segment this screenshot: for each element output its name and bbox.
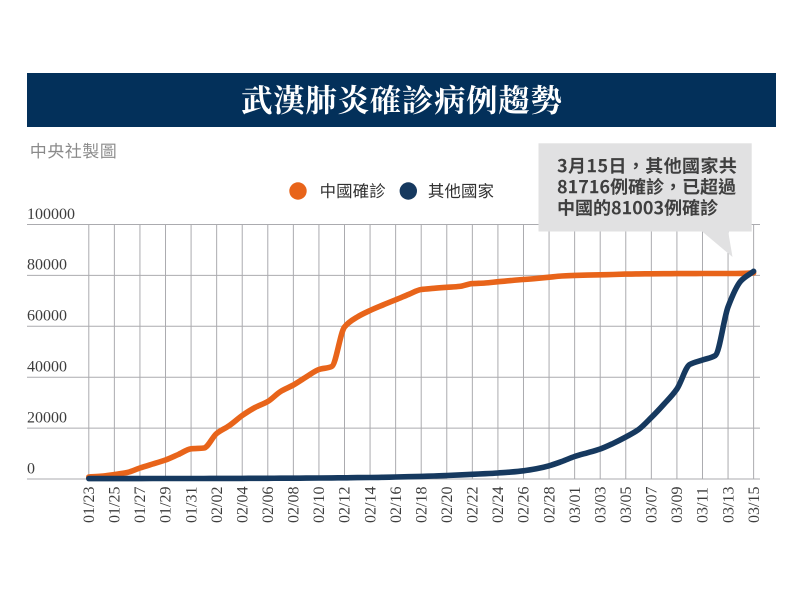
svg-text:02/24: 02/24	[490, 487, 507, 523]
svg-text:80000: 80000	[27, 257, 67, 274]
svg-text:02/22: 02/22	[465, 487, 482, 523]
svg-text:02/16: 02/16	[388, 487, 405, 523]
svg-text:01/27: 01/27	[132, 487, 149, 523]
svg-text:02/26: 02/26	[516, 487, 533, 523]
svg-text:03/07: 03/07	[644, 487, 661, 523]
svg-text:02/02: 02/02	[209, 487, 226, 523]
svg-text:03/13: 03/13	[720, 487, 737, 523]
svg-text:20000: 20000	[27, 409, 67, 426]
svg-text:03/15: 03/15	[746, 487, 763, 523]
svg-text:03/09: 03/09	[669, 487, 686, 523]
svg-text:02/18: 02/18	[413, 487, 430, 523]
svg-text:100000: 100000	[27, 206, 75, 223]
svg-text:02/10: 02/10	[311, 487, 328, 523]
svg-text:60000: 60000	[27, 308, 67, 325]
svg-text:02/06: 02/06	[260, 487, 277, 523]
svg-text:02/04: 02/04	[234, 487, 251, 523]
svg-text:01/25: 01/25	[107, 487, 124, 523]
svg-text:03/05: 03/05	[618, 487, 635, 523]
svg-text:03/01: 03/01	[567, 487, 584, 523]
svg-text:40000: 40000	[27, 359, 67, 376]
svg-text:03/11: 03/11	[695, 487, 712, 523]
svg-text:02/28: 02/28	[541, 487, 558, 523]
svg-text:02/20: 02/20	[439, 487, 456, 523]
svg-text:03/03: 03/03	[592, 487, 609, 523]
svg-text:02/12: 02/12	[337, 487, 354, 523]
svg-text:0: 0	[27, 460, 35, 477]
svg-text:01/29: 01/29	[158, 487, 175, 523]
svg-text:01/23: 01/23	[81, 487, 98, 523]
svg-text:02/14: 02/14	[362, 487, 379, 523]
svg-text:01/31: 01/31	[183, 487, 200, 523]
svg-text:02/08: 02/08	[286, 487, 303, 523]
